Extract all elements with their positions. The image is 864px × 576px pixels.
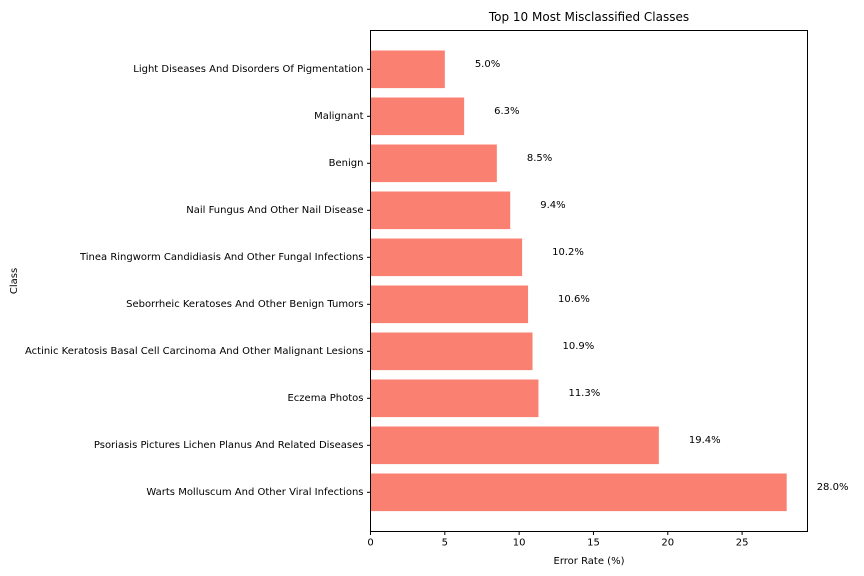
x-axis-ticks-group: 0 5 10 15 20 25 — [367, 531, 749, 549]
x-tick-label: 15 — [587, 538, 600, 549]
data-label: 28.0% — [817, 482, 849, 493]
data-label: 19.4% — [689, 435, 721, 446]
x-tick-label: 5 — [442, 538, 448, 549]
category-label: Light Diseases And Disorders Of Pigmenta… — [133, 64, 363, 75]
bar-9 — [370, 50, 445, 89]
data-label: 10.9% — [563, 341, 595, 352]
bar-2 — [370, 379, 539, 418]
category-label: Tinea Ringworm Candidiasis And Other Fun… — [79, 252, 364, 263]
bars-group — [370, 50, 787, 512]
x-tick-label: 25 — [736, 538, 749, 549]
bar-1 — [370, 426, 659, 465]
category-label: Actinic Keratosis Basal Cell Carcinoma A… — [25, 346, 364, 357]
data-label: 9.4% — [540, 200, 565, 211]
x-axis-title: Error Rate (%) — [554, 556, 625, 567]
data-label: 11.3% — [568, 388, 600, 399]
category-label: Eczema Photos — [287, 393, 363, 404]
data-label: 10.2% — [552, 247, 584, 258]
x-tick-label: 10 — [513, 538, 526, 549]
data-labels-group: 28.0% 19.4% 11.3% 10.9% 10.6% 10.2% 9.4% 8.5% 6.… — [475, 59, 849, 493]
category-label: Seborrheic Keratoses And Other Benign Tu… — [126, 299, 363, 310]
data-label: 10.6% — [558, 294, 590, 305]
category-label: Benign — [329, 158, 364, 169]
bar-8 — [370, 97, 465, 136]
y-axis-title: Class — [9, 268, 20, 294]
x-tick-label: 20 — [661, 538, 674, 549]
bar-5 — [370, 238, 523, 277]
category-label: Warts Molluscum And Other Viral Infectio… — [146, 487, 363, 498]
data-label: 6.3% — [494, 106, 519, 117]
data-label: 8.5% — [527, 153, 552, 164]
category-label: Malignant — [314, 111, 363, 122]
bar-0 — [370, 473, 787, 512]
bar-3 — [370, 332, 533, 371]
category-labels-group: Warts Molluscum And Other Viral Infectio… — [25, 64, 371, 498]
bar-4 — [370, 285, 529, 324]
bar-7 — [370, 144, 497, 183]
x-tick-label: 0 — [367, 538, 373, 549]
category-label: Nail Fungus And Other Nail Disease — [186, 205, 363, 216]
category-label: Psoriasis Pictures Lichen Planus And Rel… — [94, 440, 364, 451]
plot-frame — [370, 30, 808, 532]
chart-title: Top 10 Most Misclassified Classes — [488, 10, 689, 24]
data-label: 5.0% — [475, 59, 500, 70]
bar-6 — [370, 191, 511, 230]
